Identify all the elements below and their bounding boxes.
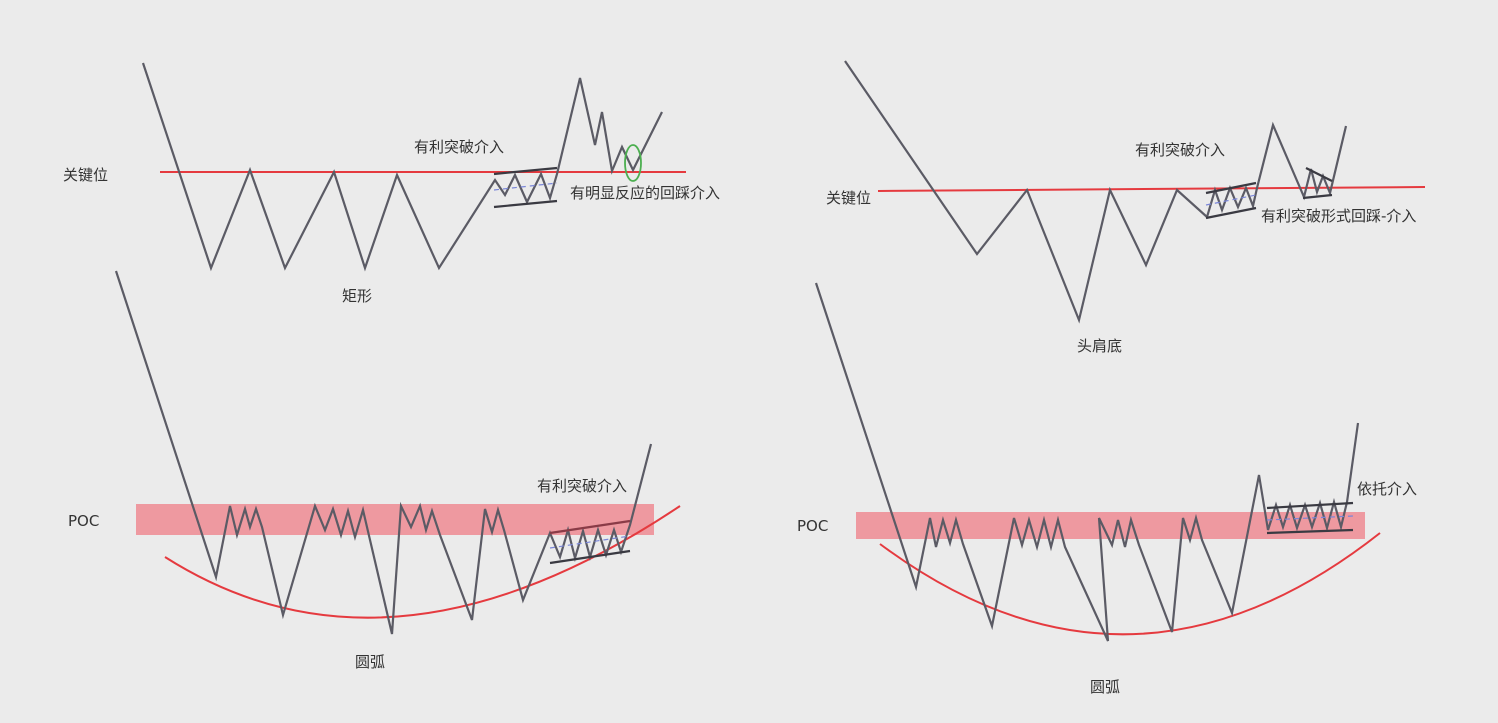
price-path <box>844 60 1348 324</box>
price-path <box>814 282 1360 642</box>
poc-label: POC <box>68 512 99 530</box>
pattern-label: 矩形 <box>342 287 372 305</box>
retest-marker <box>624 144 642 182</box>
arc-curve <box>879 532 1381 636</box>
pattern-label: 头肩底 <box>1077 337 1122 355</box>
key-level-line <box>877 186 1426 192</box>
key-level-label: 关键位 <box>826 189 871 207</box>
price-path <box>114 270 653 635</box>
breakout-label: 有利突破介入 <box>537 477 627 495</box>
channel-mid-dash <box>549 535 631 549</box>
retest-bottom-line <box>1302 193 1333 200</box>
breakout-label: 有利突破介入 <box>414 138 504 156</box>
retest-label: 有明显反应的回踩介入 <box>570 184 720 202</box>
support-label: 依托介入 <box>1357 480 1417 498</box>
channel-top-line <box>1266 501 1354 510</box>
breakout-label: 有利突破介入 <box>1135 141 1225 159</box>
channel-top-line <box>493 166 558 176</box>
pattern-label: 圆弧 <box>355 653 385 671</box>
panel-rectangle: 关键位 有利突破介入 有明显反应的回踩介入 矩形 <box>63 62 720 305</box>
panel-arc-left: POC 有利突破介入 圆弧 <box>68 270 681 671</box>
retest-label: 有利突破形式回踩-介入 <box>1261 207 1416 225</box>
channel-mid-dash <box>493 182 558 191</box>
channel-top-line <box>1205 181 1257 195</box>
price-path <box>141 62 663 272</box>
poc-label: POC <box>797 517 828 535</box>
arc-curve <box>164 505 681 619</box>
pattern-label: 圆弧 <box>1090 678 1120 696</box>
channel-top-line <box>549 519 631 535</box>
poc-band <box>136 504 654 535</box>
panel-head-shoulders: 关键位 有利突破介入 有利突破形式回踩-介入 头肩底 <box>826 60 1426 355</box>
channel-bottom-line <box>493 199 558 209</box>
channel-bottom-line <box>549 549 631 565</box>
channel-bottom-line <box>1205 206 1257 220</box>
panel-arc-right: POC 依托介入 圆弧 <box>797 282 1417 696</box>
channel-bottom-line <box>1266 528 1354 535</box>
key-level-label: 关键位 <box>63 166 108 184</box>
retest-top-line <box>1305 167 1333 182</box>
